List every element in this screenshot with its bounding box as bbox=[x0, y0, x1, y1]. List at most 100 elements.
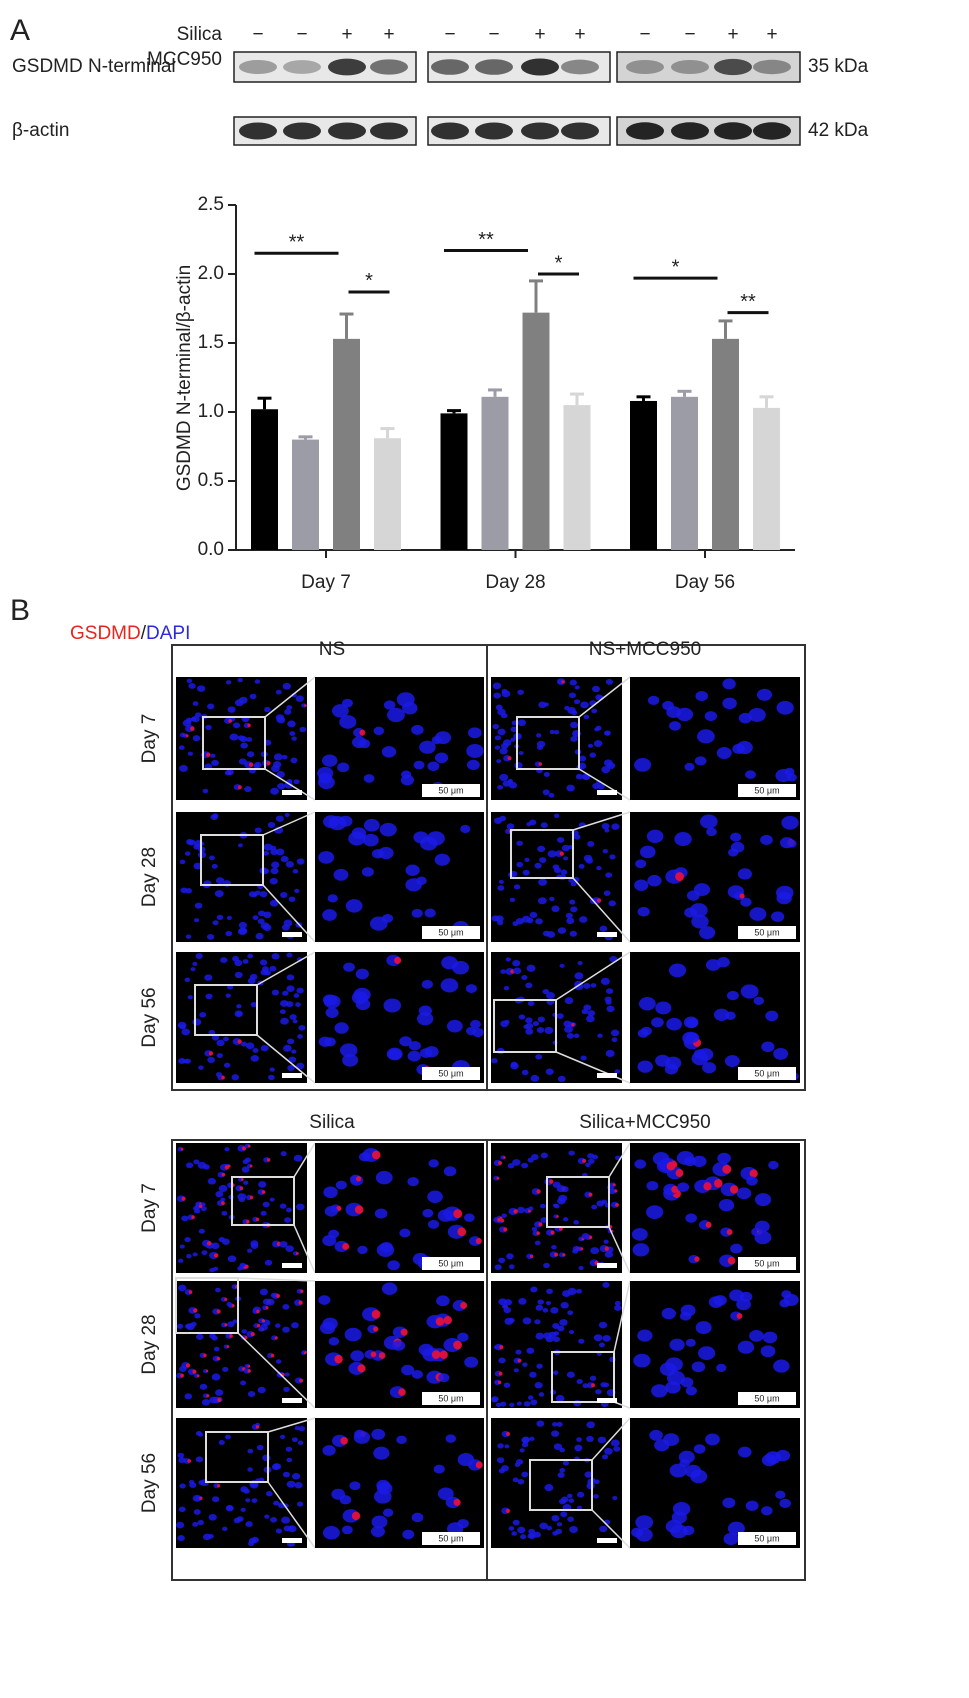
nucleus bbox=[517, 1479, 525, 1485]
nucleus bbox=[578, 755, 587, 762]
nucleus bbox=[184, 1236, 191, 1243]
gsdmd-signal bbox=[224, 1323, 228, 1327]
nucleus bbox=[260, 1044, 269, 1052]
gsdmd-signal bbox=[248, 762, 254, 767]
nucleus bbox=[240, 742, 249, 749]
treatment-sign: − bbox=[252, 24, 263, 45]
nucleus bbox=[201, 1250, 208, 1256]
nucleus bbox=[443, 1166, 457, 1177]
nucleus bbox=[457, 1518, 469, 1529]
nucleus bbox=[446, 1019, 463, 1033]
nucleus bbox=[342, 698, 353, 708]
nucleus bbox=[229, 733, 239, 741]
nucleus bbox=[499, 773, 509, 781]
nucleus bbox=[546, 992, 555, 1000]
nucleus bbox=[608, 900, 616, 907]
nucleus bbox=[197, 1519, 205, 1526]
gsdmd-signal bbox=[505, 1508, 511, 1513]
nucleus bbox=[342, 1053, 359, 1067]
nucleus bbox=[538, 878, 548, 886]
nucleus bbox=[491, 915, 500, 922]
gsdmd-signal bbox=[580, 1247, 584, 1251]
blot-band bbox=[626, 122, 664, 140]
gsdmd-signal bbox=[226, 1345, 230, 1348]
nucleus bbox=[288, 896, 296, 902]
nucleus bbox=[464, 1356, 479, 1368]
nucleus bbox=[185, 719, 192, 724]
gsdmd-signal bbox=[300, 1289, 304, 1293]
nucleus bbox=[282, 990, 289, 996]
nucleus bbox=[568, 877, 575, 883]
y-tick-label: 2.5 bbox=[198, 194, 224, 215]
nucleus bbox=[676, 707, 694, 722]
blot-band bbox=[753, 122, 791, 140]
nucleus bbox=[355, 968, 369, 980]
nucleus bbox=[521, 1162, 529, 1169]
nucleus bbox=[730, 832, 742, 842]
gsdmd-signal bbox=[237, 1039, 242, 1044]
nucleus bbox=[668, 963, 687, 978]
nucleus bbox=[275, 1359, 282, 1364]
nucleus bbox=[572, 876, 580, 883]
nucleus bbox=[299, 726, 307, 733]
blot-band bbox=[475, 59, 513, 75]
nucleus bbox=[252, 915, 259, 921]
nucleus bbox=[633, 1353, 651, 1368]
nucleus bbox=[553, 1443, 563, 1450]
nucleus bbox=[557, 1197, 566, 1205]
nucleus bbox=[193, 1208, 201, 1214]
scale-bar bbox=[282, 932, 302, 937]
nucleus bbox=[272, 761, 282, 768]
nucleus bbox=[434, 752, 449, 764]
gsdmd-signal bbox=[371, 1309, 381, 1319]
inset-box bbox=[529, 1459, 593, 1511]
micrograph: 50 μm bbox=[315, 1281, 484, 1408]
nucleus bbox=[318, 775, 335, 790]
nucleus bbox=[495, 1402, 502, 1408]
nucleus bbox=[534, 1240, 541, 1246]
nucleus bbox=[503, 1382, 511, 1388]
panel-label: A bbox=[10, 14, 30, 47]
scale-bar-label: 50 μm bbox=[754, 1533, 779, 1543]
nucleus bbox=[597, 1033, 603, 1038]
nucleus bbox=[634, 758, 652, 772]
zoom-line bbox=[572, 877, 631, 943]
gsdmd-signal bbox=[340, 1437, 348, 1445]
nucleus bbox=[371, 1515, 388, 1529]
nucleus bbox=[264, 969, 272, 976]
gsdmd-signal bbox=[213, 1253, 219, 1258]
nucleus bbox=[498, 1298, 507, 1306]
gsdmd-signal bbox=[729, 1185, 739, 1194]
nucleus bbox=[280, 892, 288, 898]
nucleus bbox=[211, 1034, 220, 1041]
inset-box bbox=[516, 716, 580, 770]
nucleus bbox=[739, 1291, 753, 1302]
blot-band bbox=[671, 122, 709, 140]
nucleus bbox=[637, 1329, 653, 1342]
nucleus bbox=[262, 1454, 271, 1462]
nucleus bbox=[536, 1027, 545, 1034]
nucleus bbox=[426, 831, 445, 846]
nucleus bbox=[584, 1471, 593, 1478]
nucleus bbox=[322, 1234, 337, 1247]
nucleus bbox=[749, 1329, 764, 1342]
gsdmd-signal bbox=[671, 1185, 679, 1194]
zoom-line bbox=[591, 1509, 631, 1549]
nucleus bbox=[598, 1342, 605, 1348]
nucleus bbox=[684, 762, 695, 771]
nucleus bbox=[240, 1486, 249, 1493]
treatment-sign: + bbox=[574, 24, 585, 45]
gsdmd-signal bbox=[276, 1293, 280, 1298]
nucleus bbox=[559, 1319, 568, 1326]
nucleus bbox=[192, 1522, 199, 1527]
nucleus bbox=[661, 1307, 676, 1320]
gsdmd-signal bbox=[359, 729, 366, 736]
scale-bar bbox=[597, 1263, 617, 1268]
nucleus bbox=[722, 697, 737, 710]
nucleus bbox=[529, 911, 538, 919]
nucleus bbox=[275, 689, 282, 695]
nucleus bbox=[396, 1435, 407, 1445]
nucleus bbox=[457, 1332, 469, 1342]
bar bbox=[753, 407, 780, 550]
